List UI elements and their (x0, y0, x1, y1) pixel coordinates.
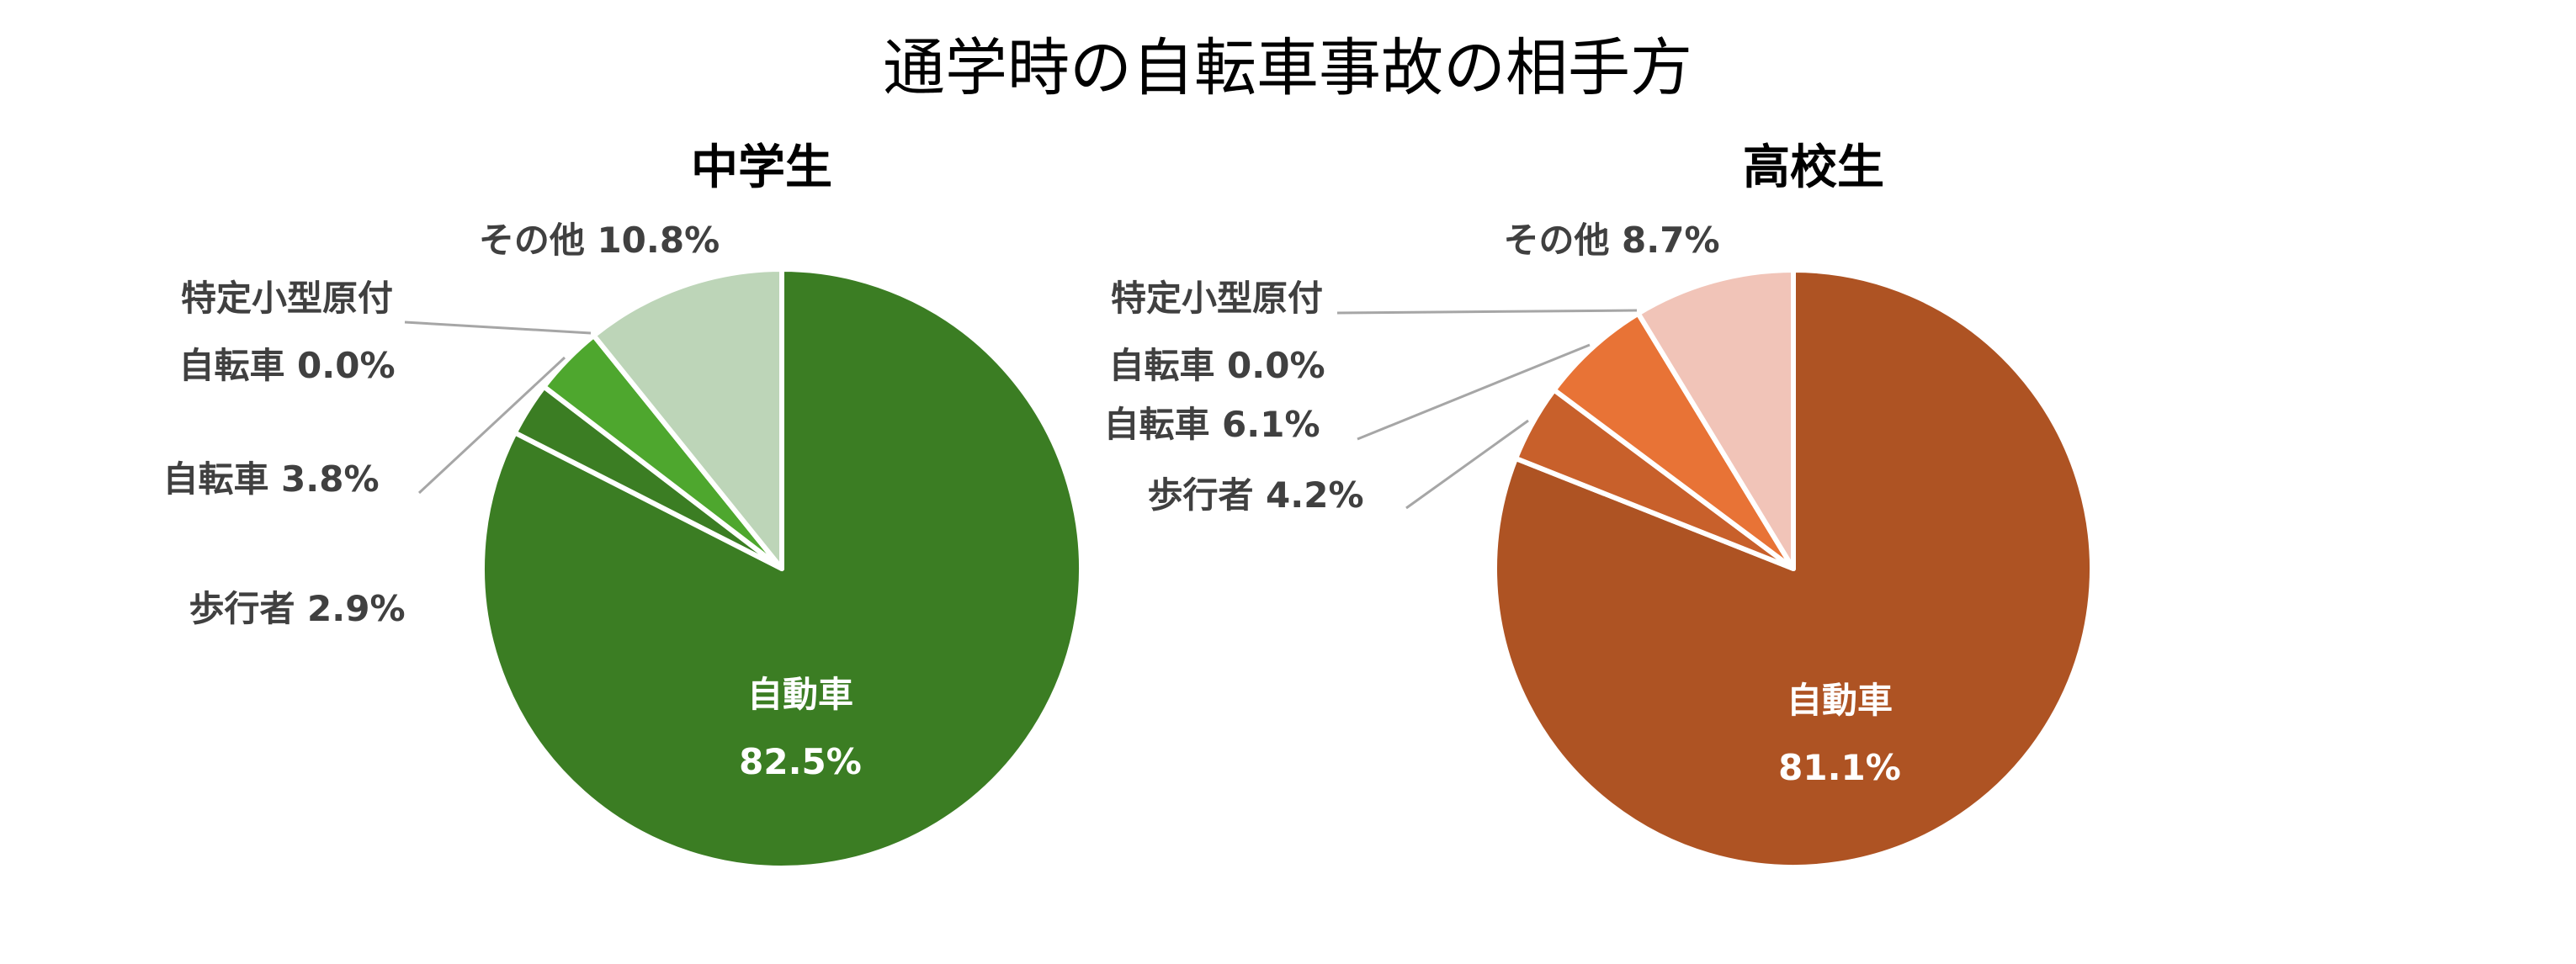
data-label: 自転車 0.0% (1108, 345, 1325, 386)
data-label: その他 10.8% (479, 220, 720, 261)
leader-line (1357, 343, 1591, 441)
data-label: 自動車 (747, 674, 853, 715)
data-label: 自動車 (1787, 680, 1893, 721)
data-label: 81.1% (1778, 747, 1901, 788)
leader-line (1405, 419, 1529, 510)
data-label: 歩行者 4.2% (1147, 474, 1363, 516)
data-label: 自転車 0.0% (178, 345, 395, 386)
data-label: 自転車 6.1% (1103, 404, 1320, 445)
chart-title: 通学時の自転車事故の相手方 (883, 32, 1692, 104)
data-label: 自転車 3.8% (162, 458, 379, 500)
data-label: 82.5% (739, 741, 862, 782)
pie-slice (1635, 267, 1796, 571)
leader-line (404, 320, 592, 335)
pie-slice (591, 267, 784, 571)
subtitle-junior-high: 中学生 (691, 140, 832, 195)
leader-line (417, 356, 566, 495)
data-label: その他 8.7% (1503, 220, 1719, 261)
subtitle-high-school: 高校生 (1743, 140, 1884, 195)
leader-line (1336, 309, 1638, 315)
data-label: 歩行者 2.9% (189, 588, 405, 629)
data-label: 特定小型原付 (1111, 278, 1323, 319)
data-label: 特定小型原付 (181, 278, 393, 319)
